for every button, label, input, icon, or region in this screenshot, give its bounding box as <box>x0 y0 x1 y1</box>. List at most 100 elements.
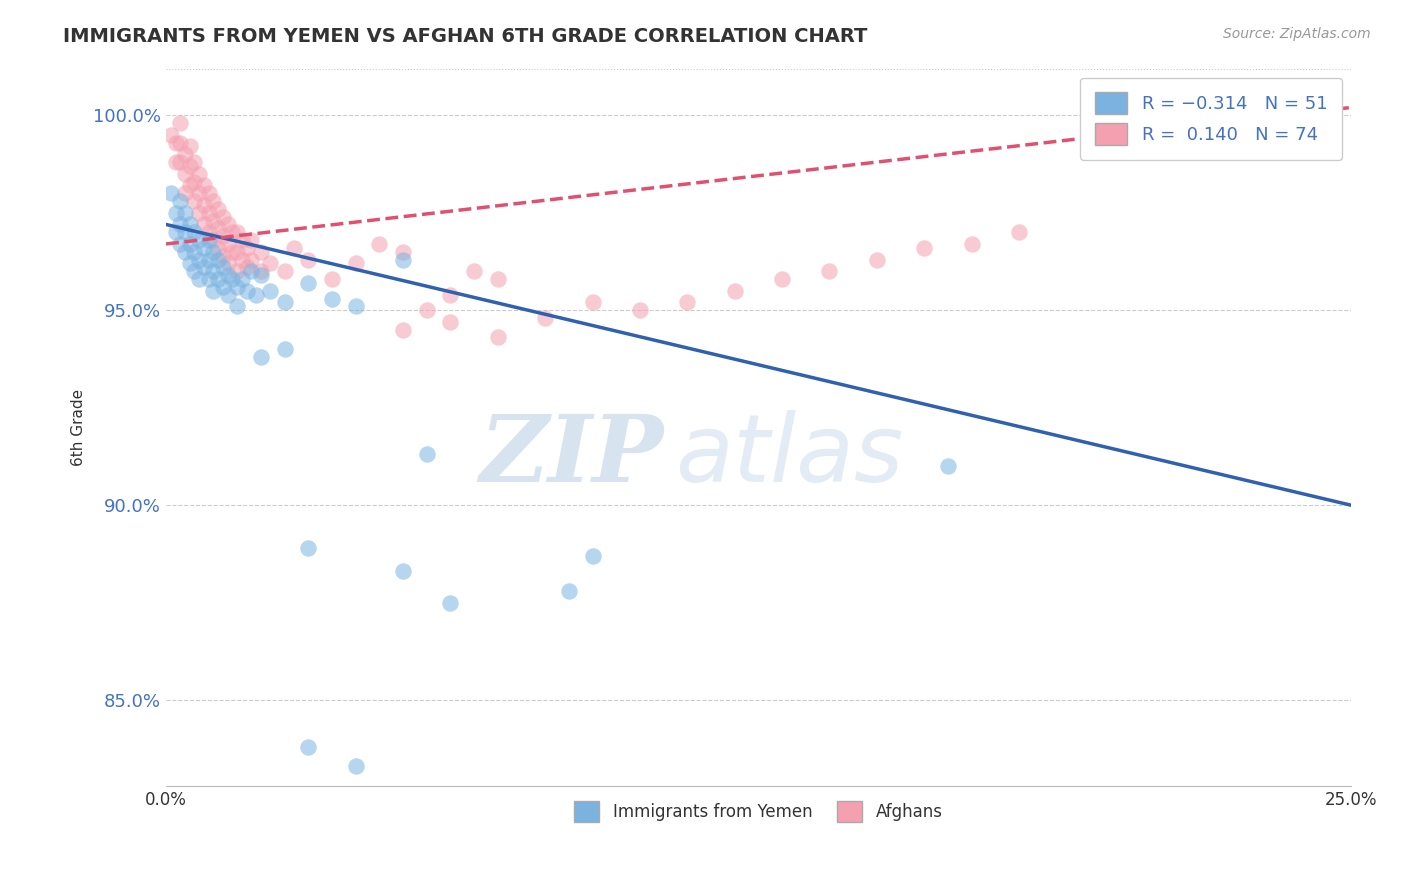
Point <box>183 225 205 239</box>
Point <box>392 323 415 337</box>
Point <box>439 287 461 301</box>
Point <box>188 206 211 220</box>
Point <box>169 236 191 251</box>
Point <box>188 252 211 267</box>
Point <box>297 541 319 555</box>
Point <box>344 299 367 313</box>
Point <box>207 241 229 255</box>
Point <box>1008 225 1031 239</box>
Point <box>321 272 343 286</box>
Point <box>179 159 201 173</box>
Point <box>221 225 243 239</box>
Point <box>866 252 889 267</box>
Point <box>235 260 257 275</box>
Point <box>193 198 215 212</box>
Point <box>297 252 319 267</box>
Point <box>197 225 219 239</box>
Point <box>250 268 273 282</box>
Point <box>231 252 253 267</box>
Point <box>169 218 191 232</box>
Point <box>321 292 343 306</box>
Point <box>179 178 201 193</box>
Point <box>486 330 509 344</box>
Point <box>179 256 201 270</box>
Point <box>392 565 415 579</box>
Point <box>226 280 249 294</box>
Point <box>273 342 295 356</box>
Point <box>202 264 225 278</box>
Point <box>628 303 651 318</box>
Point <box>415 447 437 461</box>
Point <box>174 186 197 201</box>
Point <box>197 186 219 201</box>
Point <box>936 459 959 474</box>
Point <box>368 236 391 251</box>
Point <box>534 311 557 326</box>
Point <box>212 280 235 294</box>
Point <box>169 136 191 150</box>
Point <box>283 241 305 255</box>
Point <box>581 549 603 563</box>
Y-axis label: 6th Grade: 6th Grade <box>72 389 86 466</box>
Point <box>226 264 249 278</box>
Point <box>165 136 187 150</box>
Point <box>197 233 219 247</box>
Point <box>197 206 219 220</box>
Point <box>392 252 415 267</box>
Point <box>202 213 225 227</box>
Point <box>169 116 191 130</box>
Point <box>217 287 239 301</box>
Point <box>159 128 181 142</box>
Point <box>221 272 243 286</box>
Point <box>212 249 235 263</box>
Point <box>207 272 229 286</box>
Point <box>197 272 219 286</box>
Point <box>226 244 249 259</box>
Point <box>193 260 215 275</box>
Point <box>226 225 249 239</box>
Point <box>259 284 281 298</box>
Point <box>188 186 211 201</box>
Point <box>770 272 793 286</box>
Point <box>174 225 197 239</box>
Point <box>221 244 243 259</box>
Point <box>202 244 225 259</box>
Point <box>193 218 215 232</box>
Text: IMMIGRANTS FROM YEMEN VS AFGHAN 6TH GRADE CORRELATION CHART: IMMIGRANTS FROM YEMEN VS AFGHAN 6TH GRAD… <box>63 27 868 45</box>
Point <box>273 264 295 278</box>
Point <box>344 759 367 773</box>
Point <box>179 218 201 232</box>
Point <box>217 218 239 232</box>
Point <box>486 272 509 286</box>
Point <box>392 244 415 259</box>
Text: atlas: atlas <box>675 410 904 501</box>
Text: ZIP: ZIP <box>479 411 664 500</box>
Point <box>960 236 983 251</box>
Point <box>202 194 225 208</box>
Point <box>179 139 201 153</box>
Point <box>193 241 215 255</box>
Point <box>558 583 581 598</box>
Point <box>240 264 263 278</box>
Point <box>207 221 229 235</box>
Point <box>159 186 181 201</box>
Point <box>297 739 319 754</box>
Point <box>217 256 239 270</box>
Point <box>240 252 263 267</box>
Point <box>344 256 367 270</box>
Point <box>174 167 197 181</box>
Point <box>193 178 215 193</box>
Point <box>202 233 225 247</box>
Point <box>724 284 747 298</box>
Point <box>188 233 211 247</box>
Point <box>165 225 187 239</box>
Point <box>250 244 273 259</box>
Point <box>231 233 253 247</box>
Point <box>183 155 205 169</box>
Point <box>165 155 187 169</box>
Point <box>250 264 273 278</box>
Point <box>439 315 461 329</box>
Point <box>188 167 211 181</box>
Text: Source: ZipAtlas.com: Source: ZipAtlas.com <box>1223 27 1371 41</box>
Point <box>207 252 229 267</box>
